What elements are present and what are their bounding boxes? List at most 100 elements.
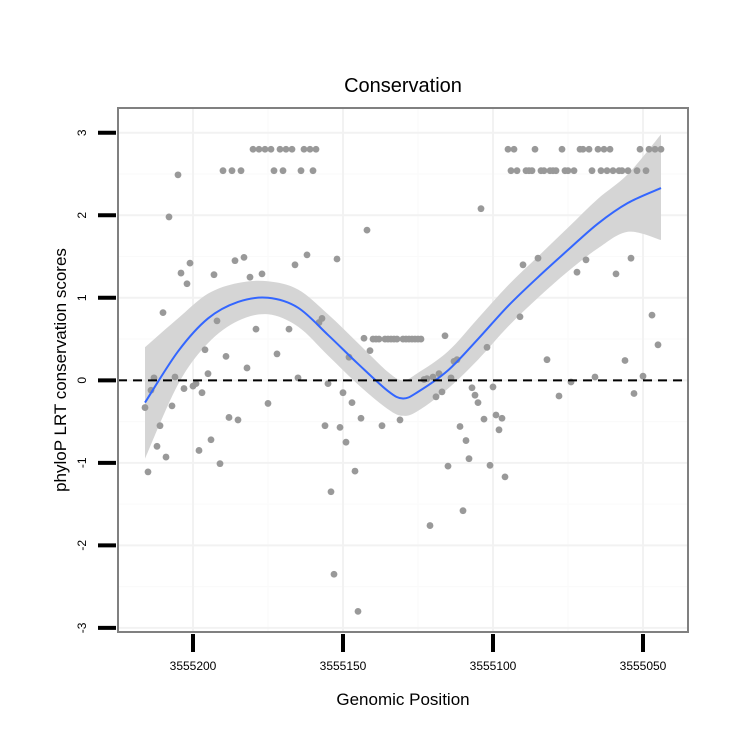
data-point bbox=[159, 309, 167, 317]
data-point bbox=[204, 370, 212, 378]
data-point bbox=[456, 423, 464, 430]
data-point bbox=[624, 167, 632, 175]
smooth-trend-line bbox=[144, 187, 662, 404]
x-tick-label: 3555050 bbox=[620, 659, 667, 673]
data-point bbox=[468, 384, 476, 392]
data-point bbox=[264, 400, 272, 407]
data-point bbox=[378, 422, 386, 430]
data-point bbox=[222, 352, 230, 360]
y-axis-title: phyloP LRT conservation scores bbox=[51, 248, 70, 492]
data-point bbox=[555, 392, 563, 400]
x-axis: 3555200 3555150 3555100 3555050 bbox=[170, 634, 667, 673]
data-point bbox=[300, 145, 308, 153]
y-tick-label: -3 bbox=[75, 622, 89, 633]
data-point bbox=[267, 145, 275, 153]
y-tick-label: 2 bbox=[75, 212, 89, 219]
y-tick-label: 0 bbox=[75, 377, 89, 384]
data-point bbox=[351, 467, 359, 475]
data-point bbox=[207, 436, 215, 444]
data-point bbox=[507, 167, 515, 175]
data-point bbox=[510, 145, 518, 153]
data-point bbox=[504, 145, 512, 153]
data-point bbox=[318, 315, 326, 322]
data-point bbox=[231, 257, 239, 265]
data-point bbox=[519, 261, 527, 269]
data-point bbox=[171, 373, 179, 381]
data-point bbox=[594, 145, 602, 153]
data-point bbox=[153, 442, 161, 450]
data-point bbox=[360, 334, 368, 342]
data-point bbox=[540, 167, 548, 175]
data-point bbox=[183, 280, 191, 288]
data-point bbox=[627, 254, 635, 262]
data-point bbox=[432, 393, 440, 401]
data-point bbox=[354, 607, 362, 615]
data-point bbox=[258, 270, 266, 278]
chart-title: Conservation bbox=[344, 75, 462, 97]
x-tick-label: 3555100 bbox=[470, 659, 517, 673]
data-point bbox=[543, 356, 551, 364]
data-point bbox=[270, 167, 278, 175]
data-point bbox=[633, 167, 641, 175]
confidence-band bbox=[145, 134, 661, 459]
data-point bbox=[282, 145, 290, 153]
data-point bbox=[210, 271, 218, 279]
y-axis: -3 -2 -1 0 1 2 3 bbox=[75, 129, 116, 633]
data-point bbox=[459, 507, 467, 515]
data-point bbox=[213, 317, 221, 325]
data-point bbox=[252, 325, 260, 333]
data-point bbox=[327, 488, 335, 496]
data-point bbox=[225, 414, 233, 421]
data-point bbox=[288, 145, 296, 153]
y-tick-label: -2 bbox=[75, 540, 89, 551]
data-point bbox=[606, 145, 614, 153]
data-point bbox=[465, 455, 473, 463]
data-point bbox=[486, 461, 494, 469]
data-point bbox=[219, 167, 227, 175]
data-point bbox=[534, 254, 542, 262]
data-point bbox=[375, 335, 383, 343]
x-tick-label: 3555200 bbox=[170, 659, 217, 673]
grid-minor bbox=[118, 108, 688, 632]
data-point bbox=[321, 422, 329, 430]
data-point bbox=[177, 269, 185, 277]
data-point bbox=[306, 145, 314, 153]
data-point bbox=[444, 462, 452, 470]
data-point bbox=[501, 473, 509, 481]
data-point bbox=[651, 145, 659, 153]
data-point bbox=[162, 453, 170, 461]
data-point bbox=[495, 426, 503, 434]
data-point bbox=[174, 171, 182, 179]
data-point bbox=[603, 167, 611, 175]
data-point bbox=[336, 423, 344, 431]
data-point bbox=[471, 391, 479, 399]
data-point bbox=[498, 414, 506, 422]
data-point bbox=[243, 364, 251, 372]
data-point bbox=[141, 404, 149, 411]
data-point bbox=[654, 341, 662, 349]
data-point bbox=[618, 167, 626, 175]
data-point bbox=[366, 347, 374, 355]
data-point bbox=[192, 380, 200, 388]
data-point bbox=[531, 145, 539, 153]
data-point bbox=[168, 402, 176, 410]
data-point bbox=[477, 205, 485, 213]
data-point bbox=[474, 399, 482, 406]
data-point bbox=[363, 226, 371, 234]
data-point bbox=[552, 167, 560, 175]
data-point bbox=[303, 251, 311, 259]
data-point bbox=[657, 145, 665, 153]
plot-panel bbox=[118, 108, 688, 632]
data-point bbox=[249, 145, 257, 153]
data-point bbox=[357, 414, 365, 422]
x-tick-label: 3555150 bbox=[320, 659, 367, 673]
data-point bbox=[636, 145, 644, 153]
data-point bbox=[645, 145, 653, 153]
data-point bbox=[198, 389, 206, 397]
data-point bbox=[417, 335, 425, 343]
data-point bbox=[246, 273, 254, 281]
data-point bbox=[516, 313, 524, 321]
data-point bbox=[609, 167, 617, 175]
data-point bbox=[333, 255, 341, 263]
data-point bbox=[429, 373, 437, 381]
